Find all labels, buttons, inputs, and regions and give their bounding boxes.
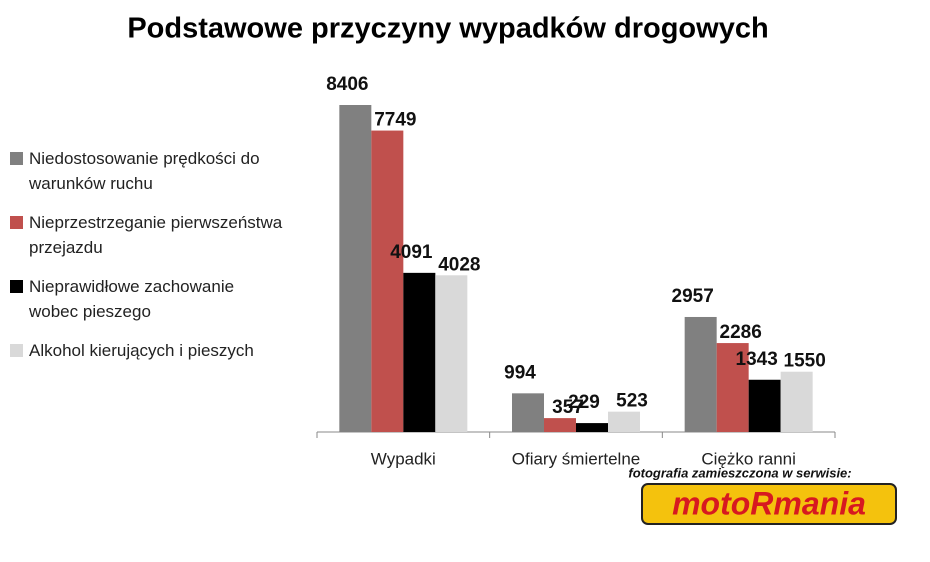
legend-label: Nieprawidłowe zachowanie wobec pieszego [29, 277, 235, 321]
data-label: 8406 [326, 74, 368, 95]
x-tick-label: Ofiary śmiertelne [512, 449, 640, 468]
data-label: 4091 [390, 242, 433, 263]
logo-box [641, 483, 897, 525]
data-label: 994 [504, 362, 536, 383]
legend-swatch [10, 216, 23, 229]
bar [512, 393, 544, 432]
legend-label: Nieprzestrzeganie pierwszeństwa przejazd… [29, 213, 283, 257]
data-label: 2957 [672, 286, 714, 307]
data-label: 1550 [784, 351, 826, 372]
bar [403, 272, 436, 432]
x-tick-label: Wypadki [371, 449, 436, 468]
legend-swatch [10, 280, 23, 293]
watermark-caption: fotografia zamieszczona w serwisie: [628, 465, 851, 480]
legend-item: Niedostosowanie prędkości do warunków ru… [10, 146, 285, 196]
bar [339, 105, 372, 432]
legend-swatch [10, 344, 23, 357]
x-tick-label: Ciężko ranni [701, 449, 796, 468]
logo: motoRmania [672, 485, 866, 521]
bar [780, 371, 813, 432]
legend: Niedostosowanie prędkości do warunków ru… [10, 146, 285, 377]
bar [684, 316, 717, 432]
data-label: 2286 [720, 322, 762, 343]
bar [608, 411, 640, 432]
bar [716, 343, 749, 432]
data-label: 7749 [374, 110, 416, 131]
data-label: 229 [568, 392, 600, 413]
bar [748, 379, 781, 432]
data-label: 523 [616, 391, 648, 412]
data-label: 357 [552, 397, 584, 418]
legend-item: Nieprzestrzeganie pierwszeństwa przejazd… [10, 210, 285, 260]
chart-title: Podstawowe przyczyny wypadków drogowych [127, 13, 768, 45]
bar [371, 130, 404, 433]
legend-label: Alkohol kierujących i pieszych [29, 341, 254, 360]
bar [544, 418, 576, 432]
bar [576, 423, 608, 432]
legend-item: Nieprawidłowe zachowanie wobec pieszego [10, 274, 285, 324]
bar [435, 275, 468, 432]
data-label: 4028 [438, 254, 480, 275]
data-label: 1343 [736, 349, 778, 370]
legend-item: Alkohol kierujących i pieszych [10, 338, 285, 363]
legend-label: Niedostosowanie prędkości do warunków ru… [29, 149, 260, 193]
legend-swatch [10, 152, 23, 165]
